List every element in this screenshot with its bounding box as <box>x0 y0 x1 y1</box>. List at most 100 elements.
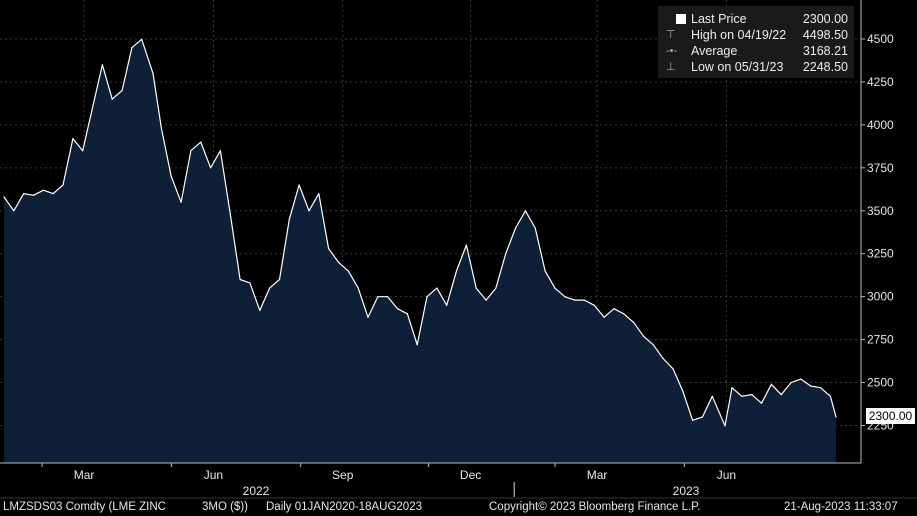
footer-ticker: LMZSDS03 Comdty (LME ZINC <box>3 501 166 513</box>
price-point <box>180 201 182 203</box>
legend-last-price: Last Price 2300.00 <box>658 11 854 27</box>
price-point <box>835 416 837 418</box>
price-point <box>141 38 143 40</box>
y-tick-label: 4250 <box>867 75 894 89</box>
y-tick-label: 2750 <box>867 333 894 347</box>
price-point <box>603 316 605 318</box>
price-point <box>387 296 389 298</box>
price-point <box>583 299 586 301</box>
price-point <box>308 210 310 212</box>
price-point <box>760 402 763 404</box>
price-point <box>711 395 713 397</box>
legend-average-value: 3168.21 <box>802 44 848 58</box>
y-tick-label: 2500 <box>867 376 894 390</box>
price-point <box>278 278 281 281</box>
price-point <box>574 299 576 301</box>
price-point <box>633 321 635 323</box>
year-label: 2022 <box>243 484 270 498</box>
price-point <box>210 167 212 169</box>
footer-period: 3MO ($)) <box>202 501 248 513</box>
price-point <box>347 270 349 272</box>
legend-high-value: 4498.50 <box>802 28 848 42</box>
price-point <box>692 419 694 421</box>
price-point <box>515 227 517 229</box>
price-point <box>495 287 497 289</box>
price-point <box>239 278 241 281</box>
price-point <box>121 89 123 92</box>
price-point <box>593 304 595 306</box>
price-point <box>770 383 773 385</box>
price-point <box>505 253 507 255</box>
price-point <box>534 227 536 229</box>
price-point <box>426 296 428 298</box>
legend-high-label: High on 04/19/22 <box>691 28 787 42</box>
price-point <box>249 282 251 284</box>
price-point <box>377 296 379 298</box>
price-point <box>52 193 54 195</box>
price-point <box>318 193 320 195</box>
price-point <box>564 296 566 298</box>
footer-timestamp: 21-Aug-2023 11:33:07 <box>784 501 898 513</box>
price-point <box>524 210 527 212</box>
price-point <box>200 141 202 143</box>
year-label: 2023 <box>673 484 700 498</box>
legend-average-label: Average <box>691 44 738 58</box>
price-point <box>357 287 359 289</box>
legend-low-label: Low on 05/31/23 <box>691 60 784 74</box>
high-marker-icon: ⊤ <box>666 29 676 41</box>
legend-swatch <box>676 14 686 24</box>
price-point <box>406 313 408 315</box>
y-tick-label: 3000 <box>867 290 894 304</box>
price-point <box>790 382 792 384</box>
x-tick-label: Dec <box>460 468 481 482</box>
price-point <box>682 390 684 392</box>
low-marker-icon: ⊥ <box>666 61 676 73</box>
price-area <box>4 39 836 464</box>
price-point <box>337 261 340 263</box>
price-point <box>82 150 84 152</box>
price-point <box>829 395 832 397</box>
footer-range: Daily 01JAN2020-18AUG2023 <box>266 501 422 513</box>
x-tick-label: Jun <box>717 468 736 482</box>
price-point <box>160 127 162 129</box>
price-point <box>751 394 753 396</box>
price-point <box>662 357 664 360</box>
price-point <box>42 189 45 191</box>
price-point <box>819 387 822 389</box>
price-line <box>3 38 837 427</box>
price-point <box>3 196 5 198</box>
price-point <box>131 47 133 49</box>
price-point <box>170 175 172 177</box>
price-point <box>446 304 448 306</box>
chart-legend: Last Price 2300.00 ⊤ High on 04/19/22 44… <box>658 6 854 78</box>
price-point <box>741 395 743 397</box>
price-point <box>475 287 477 289</box>
price-point <box>229 213 231 215</box>
y-tick-label: 4500 <box>867 32 894 46</box>
price-point <box>613 308 615 310</box>
price-point <box>455 270 458 272</box>
price-point <box>298 184 300 186</box>
price-point <box>91 107 94 109</box>
legend-low: ⊥ Low on 05/31/23 2248.50 <box>658 59 854 75</box>
x-tick-label: Mar <box>587 468 608 482</box>
y-tick-label: 3500 <box>867 204 894 218</box>
legend-high: ⊤ High on 04/19/22 4498.50 <box>658 27 854 43</box>
price-point <box>544 270 546 272</box>
price-point <box>724 425 726 427</box>
price-point <box>416 344 418 346</box>
price-point <box>672 368 674 370</box>
price-point <box>328 248 330 250</box>
y-tick-label: 4000 <box>867 118 894 132</box>
price-point <box>72 138 74 140</box>
x-tick-label: Mar <box>74 468 95 482</box>
price-point <box>554 287 556 289</box>
price-point <box>780 394 782 396</box>
legend-average: -•- Average 3168.21 <box>658 43 854 59</box>
y-tick-label: 3750 <box>867 161 894 175</box>
x-tick-label: Sep <box>332 468 354 482</box>
price-point <box>32 194 35 196</box>
last-price-tag: 2300.00 <box>866 408 915 424</box>
footer-copyright: Copyright© 2023 Bloomberg Finance L.P. <box>489 501 701 513</box>
